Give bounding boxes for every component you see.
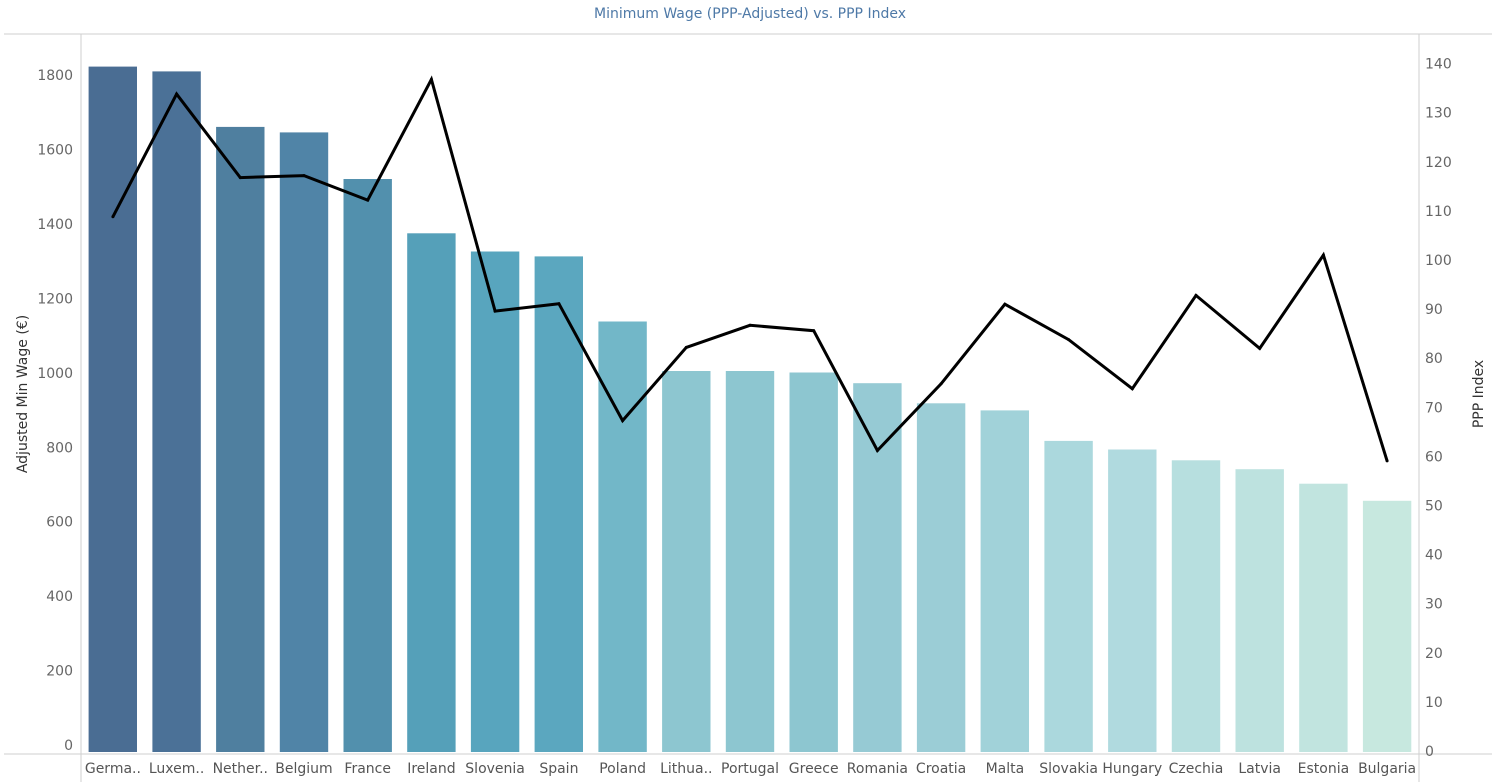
ppp-index-point-2[interactable] <box>238 176 242 180</box>
line-series-group <box>111 75 1389 463</box>
bar-8[interactable] <box>598 321 647 753</box>
y-axis-ticks: 0 200 400 600 800 1000 1200 1400 1600 1800 <box>37 68 73 754</box>
x-axis-labels: Germa.. Luxem.. Nether.. Belgium France Irela… <box>85 761 1416 777</box>
y2-tick-label: 30 <box>1425 597 1443 613</box>
y2-tick-label: 100 <box>1425 253 1452 269</box>
y-tick-label: 1800 <box>37 68 73 84</box>
ppp-index-point-11[interactable] <box>812 329 816 333</box>
y2-tick-label: 10 <box>1425 695 1443 711</box>
x-tick-label-20: Bulgaria <box>1358 761 1416 777</box>
y2-axis-ticks: 0 10 20 30 40 50 60 70 80 90 100 110 120 130 140 <box>1425 57 1452 760</box>
y2-axis-title: PPP Index <box>1471 360 1487 428</box>
x-tick-label-1: Luxem.. <box>149 761 204 777</box>
y-tick-label: 400 <box>46 589 73 605</box>
ppp-index-point-13[interactable] <box>939 382 943 386</box>
bar-0[interactable] <box>88 66 137 753</box>
y2-tick-label: 60 <box>1425 449 1443 465</box>
y2-tick-label: 50 <box>1425 499 1443 515</box>
chart-title: Minimum Wage (PPP-Adjusted) vs. PPP Inde… <box>593 6 906 22</box>
y-tick-label: 1600 <box>37 143 73 159</box>
y2-tick-label: 40 <box>1425 548 1443 564</box>
bar-11[interactable] <box>789 372 838 753</box>
x-tick-label-7: Spain <box>539 761 578 777</box>
x-tick-label-6: Slovenia <box>465 761 525 777</box>
ppp-index-point-19[interactable] <box>1321 253 1325 257</box>
y2-tick-label: 110 <box>1425 204 1452 220</box>
ppp-index-point-16[interactable] <box>1130 387 1134 391</box>
x-tick-label-14: Malta <box>986 761 1025 777</box>
ppp-index-point-3[interactable] <box>302 174 306 178</box>
y-tick-label: 1200 <box>37 292 73 308</box>
ppp-index-point-9[interactable] <box>684 345 688 349</box>
bar-3[interactable] <box>279 132 329 752</box>
y2-tick-label: 120 <box>1425 155 1452 171</box>
y-tick-label: 600 <box>46 515 73 531</box>
ppp-index-point-20[interactable] <box>1385 459 1389 463</box>
ppp-index-point-4[interactable] <box>366 198 370 202</box>
ppp-index-point-5[interactable] <box>429 77 433 81</box>
ppp-index-point-0[interactable] <box>111 215 115 219</box>
bar-7[interactable] <box>534 256 583 752</box>
x-tick-label-5: Ireland <box>407 761 455 777</box>
y-tick-label: 1400 <box>37 217 73 233</box>
ppp-index-point-6[interactable] <box>493 309 497 313</box>
ppp-index-point-1[interactable] <box>175 92 179 96</box>
y-tick-label: 800 <box>46 440 73 456</box>
x-tick-label-10: Portugal <box>721 761 779 777</box>
bar-1[interactable] <box>152 71 201 752</box>
ppp-index-point-10[interactable] <box>748 323 752 327</box>
ppp-index-point-18[interactable] <box>1258 346 1262 350</box>
bar-2[interactable] <box>216 126 265 752</box>
bar-10[interactable] <box>725 371 775 752</box>
y2-tick-label: 70 <box>1425 400 1443 416</box>
x-tick-label-8: Poland <box>599 761 646 777</box>
y-tick-label: 0 <box>64 738 73 754</box>
y2-tick-label: 0 <box>1425 744 1434 760</box>
ppp-index-point-7[interactable] <box>557 302 561 306</box>
bar-4[interactable] <box>343 179 392 752</box>
x-tick-label-3: Belgium <box>275 761 332 777</box>
bar-19[interactable] <box>1299 483 1348 752</box>
bar-6[interactable] <box>470 251 520 753</box>
x-tick-label-9: Lithua.. <box>660 761 712 777</box>
bar-14[interactable] <box>980 410 1029 752</box>
x-tick-label-17: Czechia <box>1169 761 1224 777</box>
bars-group <box>88 66 1412 753</box>
y-tick-label: 1000 <box>37 366 73 382</box>
x-tick-label-12: Romania <box>847 761 908 777</box>
y-tick-label: 200 <box>46 664 73 680</box>
x-tick-label-2: Nether.. <box>213 761 268 777</box>
y2-tick-label: 140 <box>1425 57 1452 73</box>
y-axis-title: Adjusted Min Wage (€) <box>15 315 31 473</box>
bar-13[interactable] <box>916 403 966 752</box>
x-tick-label-19: Estonia <box>1298 761 1350 777</box>
ppp-index-point-15[interactable] <box>1067 338 1071 342</box>
x-tick-label-18: Latvia <box>1238 761 1281 777</box>
ppp-index-point-14[interactable] <box>1003 302 1007 306</box>
bar-20[interactable] <box>1362 500 1412 752</box>
bar-18[interactable] <box>1235 469 1284 752</box>
bar-5[interactable] <box>407 233 456 753</box>
y2-tick-label: 80 <box>1425 351 1443 367</box>
x-tick-label-13: Croatia <box>916 761 966 777</box>
bar-12[interactable] <box>853 383 902 752</box>
y2-tick-label: 20 <box>1425 646 1443 662</box>
y2-tick-label: 130 <box>1425 106 1452 122</box>
bar-15[interactable] <box>1044 440 1093 752</box>
x-tick-label-15: Slovakia <box>1039 761 1098 777</box>
y2-tick-label: 90 <box>1425 302 1443 318</box>
x-tick-label-16: Hungary <box>1102 761 1162 777</box>
ppp-index-point-17[interactable] <box>1194 293 1198 297</box>
x-tick-label-0: Germa.. <box>85 761 141 777</box>
ppp-index-point-8[interactable] <box>621 419 625 423</box>
ppp-index-point-12[interactable] <box>875 449 879 452</box>
bar-17[interactable] <box>1171 460 1221 752</box>
bar-16[interactable] <box>1108 449 1157 753</box>
bar-9[interactable] <box>662 371 711 752</box>
x-tick-label-4: France <box>344 761 391 777</box>
x-tick-label-11: Greece <box>789 761 839 777</box>
